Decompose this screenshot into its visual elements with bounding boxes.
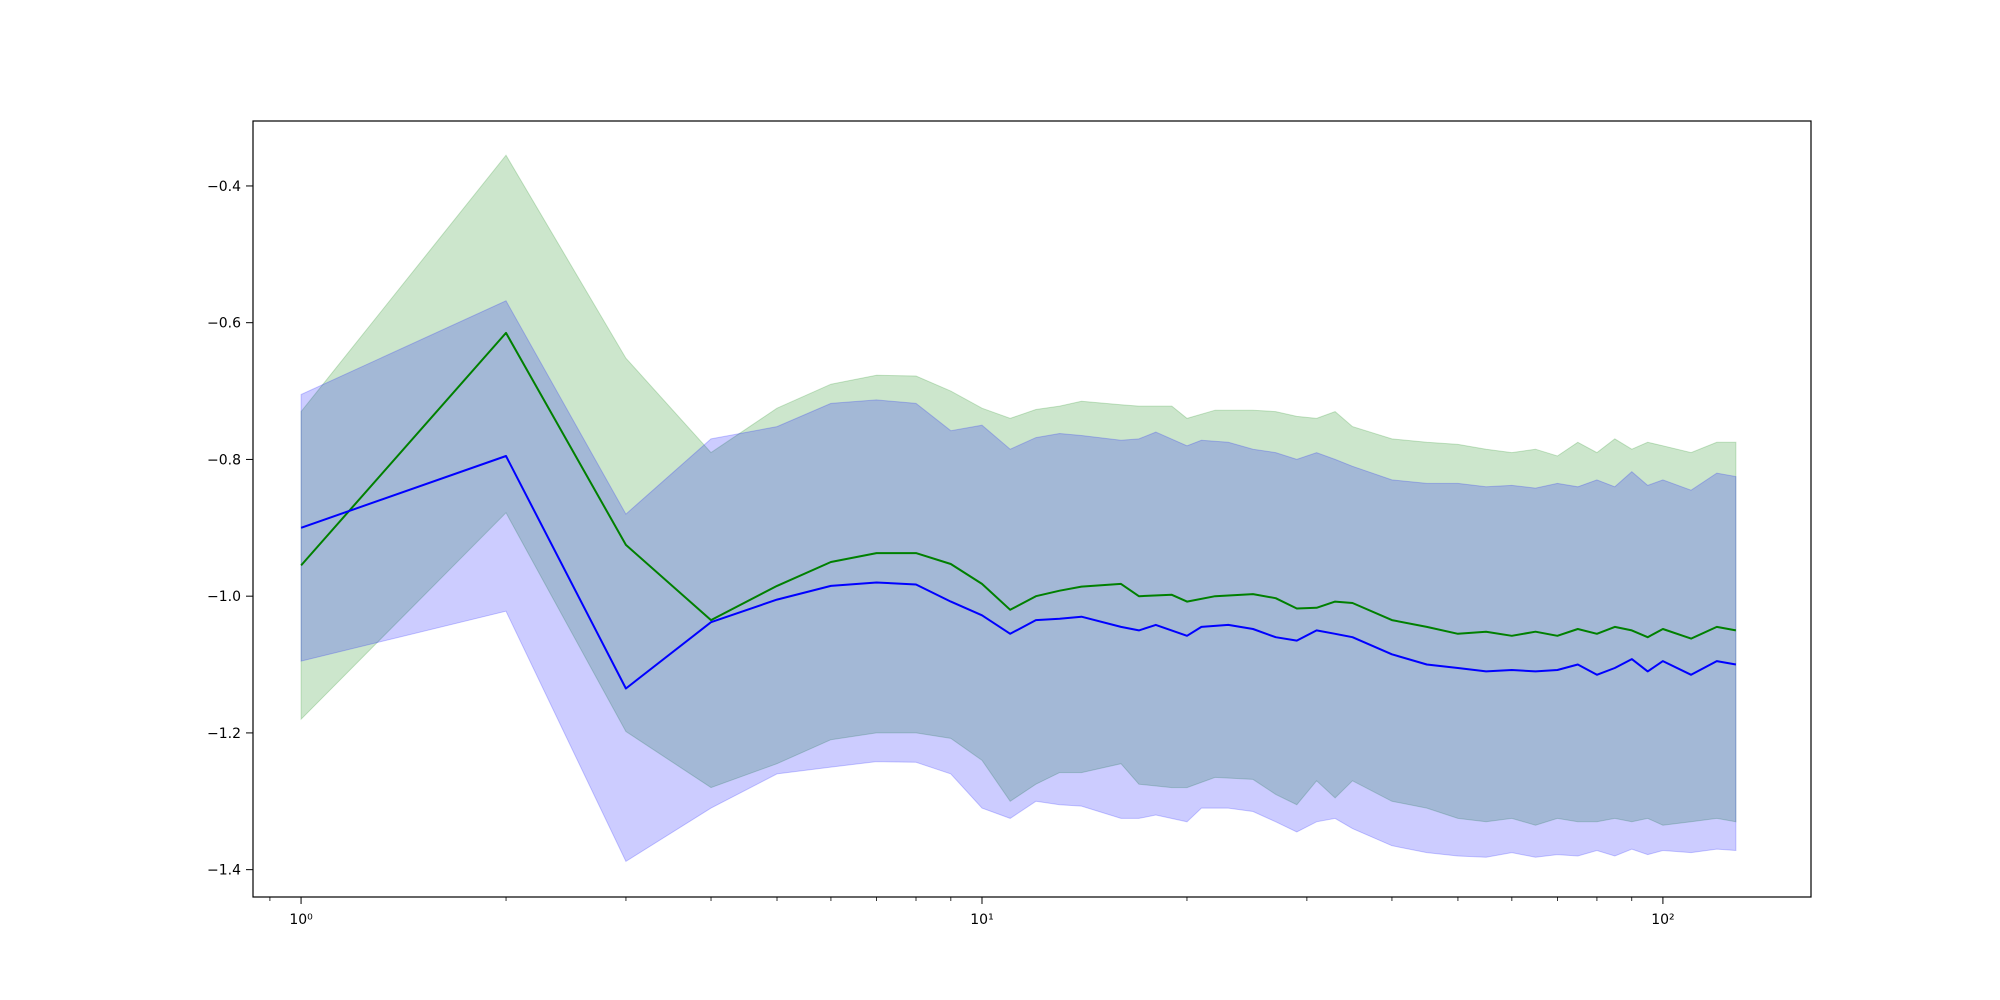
x-axis: 10⁰ 10¹ 10² [269,897,1675,928]
series-lines [300,331,1737,690]
x-tick-label: 10² [1651,912,1674,928]
plot-frame [252,120,1812,898]
y-tick-label: −1.4 [207,863,241,879]
band-series-2 [300,300,1737,863]
band-series-1 [300,154,1737,826]
confidence-bands [300,154,1737,863]
y-tick-label: −0.4 [207,179,241,195]
x-tick-label: 10⁰ [289,912,313,928]
y-axis: −0.4 −0.6 −0.8 −1.0 −1.2 −1.4 [207,179,253,879]
y-tick-label: −0.8 [207,452,241,468]
line-series-1 [300,331,1737,640]
y-tick-label: −0.6 [207,316,241,332]
y-tick-label: −1.2 [207,726,241,742]
y-tick-label: −1.0 [207,589,241,605]
line-series-2 [300,455,1737,690]
x-tick-label: 10¹ [970,912,993,928]
